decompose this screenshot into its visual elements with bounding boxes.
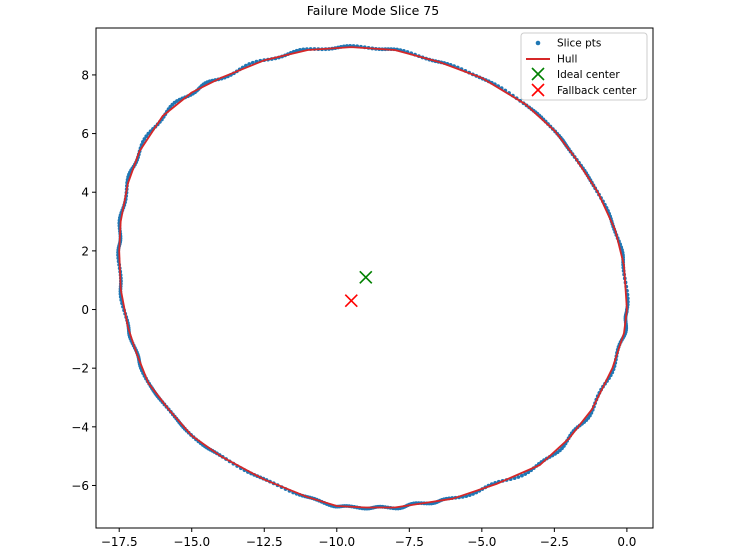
slice-point: [523, 472, 528, 476]
legend-label-fallback-center: Fallback center: [557, 85, 637, 97]
y-axis: −6 −4 −2 0 2 4 6 8: [71, 68, 96, 493]
slice-point: [520, 473, 524, 478]
x-tick-label: −12.5: [246, 535, 283, 549]
x-tick-label: −17.5: [101, 535, 138, 549]
slice-point: [144, 134, 149, 139]
legend-dot-marker: [535, 40, 541, 46]
center-markers: [344, 270, 373, 308]
hull-line: [118, 46, 628, 509]
ideal-center-marker-stroke-b: [359, 270, 373, 284]
y-tick-label: −2: [71, 362, 89, 376]
fallback-center-marker: [344, 294, 358, 308]
y-tick-label: −4: [71, 420, 89, 434]
plot-frame: [95, 27, 654, 529]
y-tick-label: 2: [81, 244, 89, 258]
y-tick-label: 6: [81, 127, 89, 141]
legend-label-slice-pts: Slice pts: [557, 38, 601, 50]
y-tick-label: 8: [81, 68, 89, 82]
x-tick-label: 0.0: [617, 535, 636, 549]
legend-fallback-x-marker: [531, 83, 545, 97]
legend-box: [520, 32, 648, 101]
x-tick-label: −5.0: [467, 535, 496, 549]
legend: Slice pts Hull Ideal center Fallback cen…: [520, 32, 648, 101]
y-tick-label: 0: [81, 303, 89, 317]
x-tick-label: −7.5: [395, 535, 424, 549]
legend-label-hull: Hull: [557, 54, 577, 66]
chart-title: Failure Mode Slice 75: [307, 3, 439, 18]
x-axis: −17.5 −15.0 −12.5 −10.0 −7.5 −5.0 −2.5 0.0: [101, 528, 636, 549]
x-tick-label: −2.5: [540, 535, 569, 549]
slice-point: [141, 140, 145, 144]
y-tick-label: 4: [81, 186, 89, 200]
y-tick-label: −6: [71, 479, 89, 493]
plot-area: [95, 27, 654, 529]
slice-point: [146, 131, 151, 136]
fallback-center-marker-stroke-b: [344, 294, 358, 308]
slice-point: [142, 137, 147, 141]
hull-path: [118, 46, 628, 509]
ideal-center-marker: [359, 270, 373, 284]
x-tick-label: −10.0: [318, 535, 355, 549]
slice-point: [516, 475, 521, 479]
legend-ideal-x-marker: [531, 67, 545, 81]
x-tick-label: −15.0: [173, 535, 210, 549]
legend-label-ideal-center: Ideal center: [557, 69, 620, 81]
